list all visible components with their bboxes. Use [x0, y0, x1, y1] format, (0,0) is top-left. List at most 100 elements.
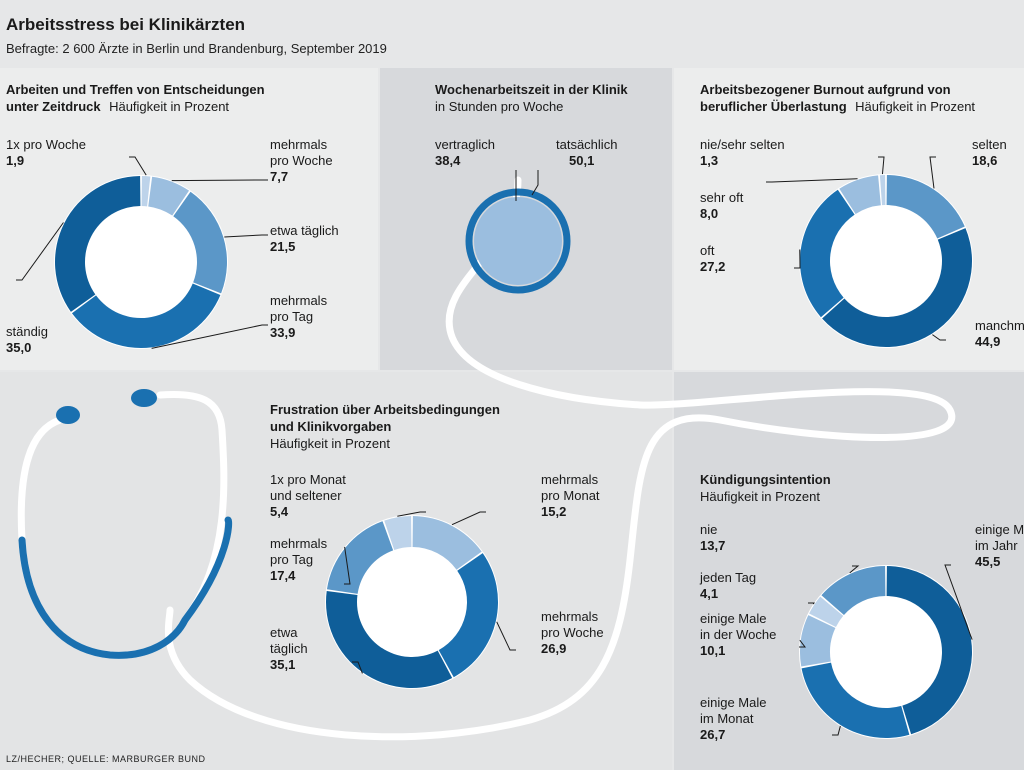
- leader-line: [224, 234, 268, 238]
- slice-label: ständig: [6, 324, 48, 339]
- binaural-blue: [18, 516, 233, 659]
- donut-ring: [799, 174, 973, 348]
- slice-value: 26,7: [700, 727, 725, 742]
- leader-tatsaechlich: [531, 170, 539, 196]
- leader-line: [878, 156, 885, 175]
- leader-line: [808, 602, 815, 605]
- slice-label: etwa: [270, 625, 298, 640]
- donut-slice: [886, 566, 973, 735]
- slice-value: 10,1: [700, 643, 725, 658]
- chart-title-unit: in Stunden pro Woche: [435, 99, 563, 114]
- slice-label: manchmal: [975, 318, 1024, 333]
- slice-label: einige Male: [700, 611, 767, 626]
- leader-line: [451, 511, 486, 526]
- leader-line: [832, 725, 841, 736]
- leader-line: [352, 661, 363, 674]
- chart-title-bold: beruflicher Überlastung: [700, 99, 847, 114]
- slice-value: 5,4: [270, 504, 289, 519]
- wochenarbeitszeit-graphic: Wochenarbeitszeit in der Klinik in Stund…: [435, 82, 628, 294]
- slice-value: 45,5: [975, 554, 1000, 569]
- slice-label: im Jahr: [975, 538, 1018, 553]
- chart-title-line-1: Kündigungsintention: [700, 472, 831, 487]
- donut-burnout: Arbeitsbezogener Burnout aufgrund von be…: [700, 82, 1024, 349]
- earpiece-left: [56, 406, 80, 424]
- chart-title-bold: unter Zeitdruck: [6, 99, 101, 114]
- donut-frustration: Frustration über Arbeitsbedingungen und …: [270, 402, 604, 689]
- slice-value: 1,3: [700, 153, 718, 168]
- leader-line: [129, 156, 147, 176]
- earpiece-right: [131, 389, 157, 407]
- leader-line: [171, 179, 268, 182]
- slice-value: 7,7: [270, 169, 288, 184]
- donut-slice: [800, 189, 855, 318]
- donut-slice: [809, 596, 844, 627]
- slice-value: 17,4: [270, 568, 296, 583]
- slice-value: 15,2: [541, 504, 566, 519]
- tube-path: [164, 176, 956, 741]
- donut-slice: [384, 516, 412, 550]
- slice-label: pro Woche: [541, 625, 604, 640]
- slice-value: 35,1: [270, 657, 295, 672]
- leader-line: [849, 565, 860, 574]
- donut-slice: [173, 191, 227, 294]
- value-vertraglich: 38,4: [435, 153, 461, 168]
- slice-label: mehrmals: [270, 137, 328, 152]
- donut-ring: [54, 175, 228, 349]
- slice-value: 33,9: [270, 325, 295, 340]
- slice-value: 4,1: [700, 586, 718, 601]
- slice-value: 27,2: [700, 259, 725, 274]
- donut-slice: [412, 516, 482, 570]
- slice-label: etwa täglich: [270, 223, 339, 238]
- slice-label: einige Male: [975, 522, 1024, 537]
- slice-value: 13,7: [700, 538, 725, 553]
- donut-slice: [822, 228, 973, 348]
- chart-title-unit: Häufigkeit in Prozent: [700, 489, 820, 504]
- donut-slice: [886, 175, 965, 239]
- slice-label: im Monat: [700, 711, 754, 726]
- leader-line: [16, 222, 64, 281]
- slice-label: pro Woche: [270, 153, 333, 168]
- chart-title-unit: Häufigkeit in Prozent: [109, 99, 229, 114]
- leader-line: [344, 546, 351, 585]
- slice-label: in der Woche: [700, 627, 776, 642]
- page-subtitle: Befragte: 2 600 Ärzte in Berlin und Bran…: [6, 41, 387, 56]
- slice-value: 35,0: [6, 340, 31, 355]
- label-vertraglich: vertraglich: [435, 137, 495, 152]
- slice-label: pro Tag: [270, 309, 313, 324]
- slice-label: nie/sehr selten: [700, 137, 785, 152]
- slice-label: oft: [700, 243, 715, 258]
- donut-slice: [821, 566, 886, 616]
- value-tatsaechlich: 50,1: [569, 153, 594, 168]
- donut-slice: [879, 175, 886, 206]
- leader-line: [794, 249, 801, 269]
- chart-title-line-1: Arbeitsbezogener Burnout aufgrund von: [700, 82, 951, 97]
- slice-value: 1,9: [6, 153, 24, 168]
- donut-zeitdruck: Arbeiten und Treffen von Entscheidungen …: [6, 82, 339, 355]
- chart-title-line-2: und Klinikvorgaben: [270, 419, 391, 434]
- leader-line: [496, 621, 516, 651]
- donut-slice: [438, 553, 498, 678]
- chart-title-unit: Häufigkeit in Prozent: [270, 436, 390, 451]
- slice-value: 8,0: [700, 206, 718, 221]
- slice-label: 1x pro Monat: [270, 472, 346, 487]
- slice-label: mehrmals: [270, 536, 328, 551]
- label-tatsaechlich: tatsächlich: [556, 137, 617, 152]
- chart-title-unit: Häufigkeit in Prozent: [855, 99, 975, 114]
- slice-value: 21,5: [270, 239, 295, 254]
- source-credit: LZ/HECHER; QUELLE: MARBURGER BUND: [6, 754, 206, 764]
- slice-label: mehrmals: [541, 609, 599, 624]
- slice-label: und seltener: [270, 488, 342, 503]
- circle-vertraglich: [474, 197, 562, 285]
- leader-line: [799, 639, 807, 648]
- donut-slice: [148, 176, 190, 216]
- slice-value: 26,9: [541, 641, 566, 656]
- donut-slice: [141, 176, 151, 207]
- donut-slice: [71, 283, 221, 348]
- chart-title-line-2: unter Zeitdruck Häufigkeit in Prozent: [6, 98, 229, 115]
- donut-ring: [325, 515, 499, 689]
- slice-label: 1x pro Woche: [6, 137, 86, 152]
- donut-slice: [55, 176, 141, 312]
- slice-label: nie: [700, 522, 717, 537]
- donut-slice: [326, 521, 394, 594]
